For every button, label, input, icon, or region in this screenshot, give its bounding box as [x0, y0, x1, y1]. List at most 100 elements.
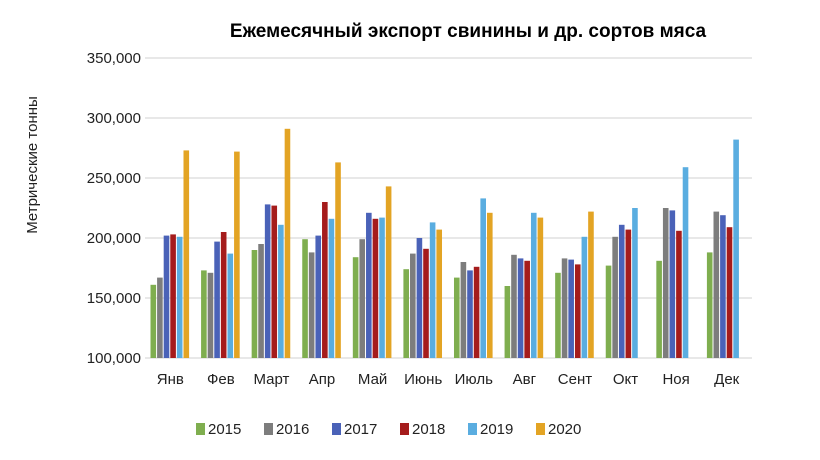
bar-2020-Сент	[588, 211, 594, 358]
y-tick-label: 100,000	[87, 350, 141, 367]
bar-2020-Июль	[486, 212, 493, 358]
bar-2017-Апр	[315, 235, 322, 358]
bar-2018-Апр	[322, 202, 328, 358]
bar-2015-Июль	[453, 277, 460, 358]
bar-2018-Ноя	[676, 230, 682, 358]
x-tick-label: Апр	[309, 371, 335, 388]
x-tick-label: Фев	[207, 371, 235, 388]
bar-2018-Сент	[574, 264, 581, 358]
bar-2017-Авг	[517, 258, 524, 358]
bar-2015-Окт	[605, 265, 612, 358]
y-tick-label: 250,000	[87, 170, 141, 187]
legend-swatch-2018	[400, 423, 409, 435]
bar-2019-Авг	[530, 212, 537, 358]
y-tick-label: 350,000	[87, 50, 141, 67]
bar-2019-Сент	[581, 236, 588, 358]
bar-2019-Фев	[227, 253, 234, 358]
legend-label: 2018	[412, 421, 445, 438]
bar-2016-Авг	[511, 254, 517, 358]
bar-2018-Март	[271, 205, 278, 358]
bar-2020-Май	[385, 186, 392, 358]
bar-2019-Янв	[176, 236, 183, 358]
bar-2019-Апр	[328, 218, 335, 358]
bar-2018-Дек	[726, 227, 733, 358]
bar-2015-Авг	[504, 286, 511, 358]
bar-2018-Окт	[625, 229, 632, 358]
x-tick-label: Янв	[157, 371, 184, 388]
bar-2017-Янв	[163, 235, 170, 358]
bar-2019-Окт	[632, 208, 638, 358]
bar-2015-Янв	[150, 284, 157, 358]
legend-label: 2016	[276, 421, 309, 438]
bar-2019-Май	[379, 217, 385, 358]
y-tick-label: 150,000	[87, 290, 141, 307]
x-axis-ticks: Янв Фев Март Апр Май Июнь Июль Авг Сент Окт Ноя Дек	[157, 371, 740, 388]
bar-2018-Авг	[524, 260, 530, 358]
bar-2020-Март	[284, 128, 291, 358]
bar-2020-Фев	[234, 151, 240, 358]
bar-2020-Авг	[537, 217, 544, 358]
bar-2017-Май	[366, 212, 372, 358]
bar-2019-Июль	[480, 198, 486, 358]
x-tick-label: Июнь	[404, 371, 442, 388]
bar-2017-Март	[264, 204, 271, 358]
legend-label: 2019	[480, 421, 513, 438]
legend-swatch-2019	[468, 423, 477, 435]
chart-title: Ежемесячный экспорт свинины и др. сортов…	[230, 21, 707, 42]
bar-2020-Янв	[183, 150, 190, 358]
x-tick-label: Авг	[513, 371, 537, 388]
bar-2016-Окт	[612, 236, 618, 358]
bar-2017-Окт	[618, 224, 625, 358]
bar-2016-Июнь	[410, 253, 416, 358]
y-tick-label: 200,000	[87, 230, 141, 247]
bar-2016-Май	[359, 239, 366, 358]
bars	[150, 128, 739, 358]
bar-2018-Фев	[220, 232, 227, 358]
bar-2018-Июнь	[423, 248, 429, 358]
y-tick-label: 300,000	[87, 110, 141, 127]
x-tick-label: Дек	[714, 371, 740, 388]
gridlines	[145, 57, 752, 359]
bar-2018-Июль	[473, 266, 480, 358]
x-tick-label: Март	[254, 371, 290, 388]
bar-2016-Июль	[460, 262, 467, 358]
bar-2017-Фев	[214, 241, 220, 358]
legend-label: 2020	[548, 421, 581, 438]
bar-2016-Фев	[207, 272, 214, 358]
bar-2017-Дек	[720, 215, 726, 358]
bar-2015-Июнь	[403, 269, 410, 358]
bar-2018-Май	[372, 218, 379, 358]
bar-2019-Март	[278, 224, 284, 358]
x-tick-label: Май	[358, 371, 387, 388]
bar-2015-Фев	[201, 270, 207, 358]
legend-swatch-2017	[332, 423, 341, 435]
x-tick-label: Сент	[558, 371, 592, 388]
bar-2017-Июль	[467, 270, 473, 358]
y-axis-label: Метрические тонны	[24, 96, 41, 234]
legend-label: 2017	[344, 421, 377, 438]
bar-2019-Ноя	[682, 167, 689, 358]
bar-2017-Ноя	[669, 210, 676, 358]
bar-2016-Янв	[157, 277, 163, 358]
bar-2018-Янв	[170, 234, 176, 358]
bar-2015-Март	[251, 250, 258, 358]
bar-2016-Дек	[713, 211, 720, 358]
bar-2015-Сент	[555, 272, 561, 358]
x-tick-label: Июль	[455, 371, 493, 388]
y-axis-ticks: 100,000 150,000 200,000 250,000 300,000 350,0…	[87, 50, 141, 367]
bar-2017-Июнь	[416, 238, 423, 358]
legend-swatch-2020	[536, 423, 545, 435]
bar-2016-Сент	[561, 258, 568, 358]
bar-2016-Апр	[308, 252, 315, 358]
bar-2016-Ноя	[662, 208, 669, 358]
bar-2015-Ноя	[656, 260, 662, 358]
legend-swatch-2015	[196, 423, 205, 435]
legend-label: 2015	[208, 421, 241, 438]
bar-2020-Июнь	[436, 229, 443, 358]
legend-swatch-2016	[264, 423, 273, 435]
legend: 2015 2016 2017 2018 2019 2020	[196, 421, 581, 438]
bar-2015-Май	[352, 257, 359, 358]
bar-2019-Дек	[733, 139, 739, 358]
bar-2019-Июнь	[429, 222, 436, 358]
